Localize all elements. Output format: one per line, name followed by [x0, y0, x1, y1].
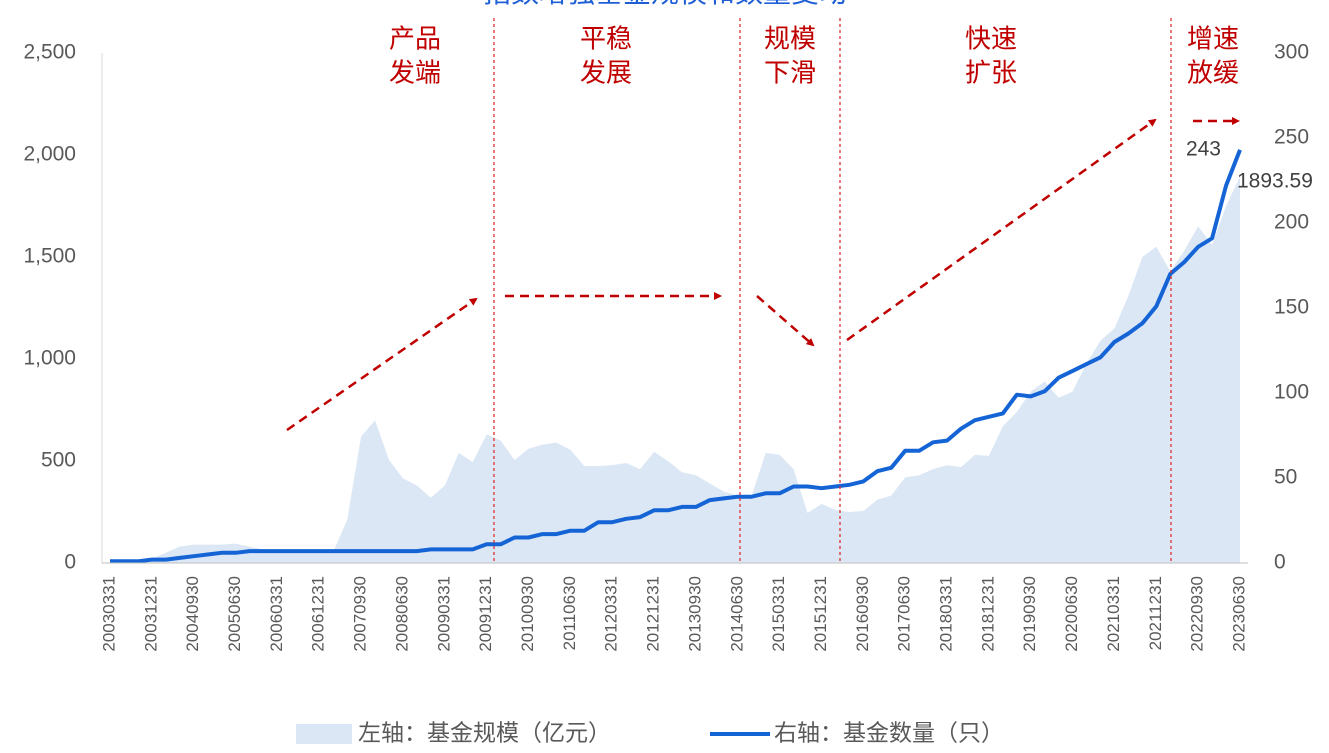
y-tick-label: 500: [41, 449, 76, 472]
x-tick-label: 20040930: [183, 576, 202, 652]
y2-tick-label: 100: [1274, 381, 1309, 404]
x-tick-label: 20160930: [853, 576, 872, 652]
x-tick-label: 20170630: [895, 576, 914, 652]
x-tick-label: 20031231: [141, 576, 160, 652]
x-tick-label: 20121231: [644, 576, 663, 652]
x-tick-label: 20190930: [1020, 576, 1039, 652]
x-tick-label: 20140630: [727, 576, 746, 652]
phase-label: 产品: [389, 25, 441, 55]
x-tick-label: 20091231: [476, 576, 495, 652]
phase-label: 平稳: [580, 25, 632, 55]
phase-label: 扩张: [965, 59, 1017, 89]
x-tick-label: 20180331: [937, 576, 956, 652]
arrow: [756, 295, 815, 347]
legend-label: 左轴：基金规模（亿元）: [358, 721, 611, 747]
x-tick-label: 20220930: [1188, 576, 1207, 652]
y2-tick-label: 150: [1274, 296, 1309, 319]
phase-label: 发展: [580, 59, 632, 89]
x-tick-label: 20060331: [267, 576, 286, 652]
y2-tick-label: 250: [1274, 126, 1309, 149]
x-tick-label: 20030331: [99, 576, 118, 652]
x-tick-label: 20130930: [685, 576, 704, 652]
x-tick-label: 20150331: [769, 576, 788, 652]
y2-tick-label: 50: [1274, 466, 1297, 489]
x-tick-label: 20120331: [602, 576, 621, 652]
x-tick-label: 20230630: [1229, 576, 1248, 652]
phase-label: 下滑: [764, 59, 816, 89]
x-tick-label: 20211231: [1146, 576, 1165, 650]
plot-area: [101, 53, 1248, 564]
y-tick-label: 2,500: [23, 41, 76, 64]
x-tick-label: 20200630: [1062, 576, 1081, 652]
y-tick-label: 1,000: [23, 347, 76, 370]
x-tick-label: 20181231: [978, 576, 997, 652]
x-tick-label: 20151231: [811, 576, 830, 652]
x-tick-label: 20080630: [392, 576, 411, 652]
legend-label: 右轴：基金数量（只）: [774, 721, 1004, 747]
x-tick-label: 20061231: [309, 576, 328, 652]
trend-arrows: [286, 117, 1240, 432]
x-tick-label: 20100930: [518, 576, 537, 652]
phase-label: 规模: [764, 25, 816, 55]
y-tick-label: 0: [64, 551, 76, 574]
area: [110, 176, 1240, 563]
y2-tick-label: 0: [1274, 551, 1286, 574]
phase-label: 增速: [1187, 25, 1239, 55]
chart-title: 指数增强基金规模和数量变动: [483, 0, 847, 9]
x-tick-label: 20050630: [225, 576, 244, 652]
phase-label: 发端: [389, 59, 441, 89]
phase-label: 放缓: [1187, 59, 1239, 89]
data-label: 243: [1186, 138, 1221, 161]
arrow: [846, 118, 1157, 342]
x-tick-label: 20110630: [560, 576, 579, 650]
legend-swatch: [296, 724, 352, 744]
data-label: 1893.59: [1237, 170, 1313, 193]
x-tick-label: 20070930: [351, 576, 370, 652]
line: [110, 149, 1242, 564]
x-tick-label: 20090331: [434, 576, 453, 652]
x-tick-label: 20210331: [1104, 576, 1123, 652]
y2-tick-label: 300: [1274, 41, 1309, 64]
y-tick-label: 2,000: [23, 143, 76, 166]
arrow: [286, 297, 478, 432]
y2-tick-label: 200: [1274, 211, 1309, 234]
phase-label: 快速: [965, 25, 1017, 55]
y-tick-label: 1,500: [23, 245, 76, 268]
